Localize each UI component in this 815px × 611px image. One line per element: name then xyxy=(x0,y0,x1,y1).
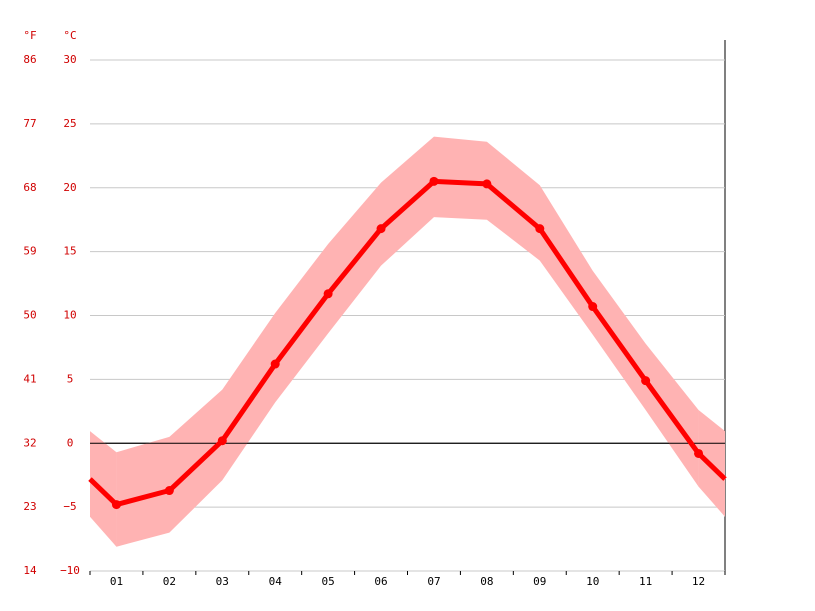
point xyxy=(270,359,280,369)
point xyxy=(588,302,598,312)
y2-tick-label: 68 xyxy=(23,181,36,194)
point xyxy=(217,436,227,446)
y-tick-label: −10 xyxy=(60,564,80,577)
y-tick-label: 0 xyxy=(67,436,74,449)
y2-tick-label: 41 xyxy=(23,372,36,385)
x-tick-label: 04 xyxy=(269,575,283,588)
x-tick-label: 11 xyxy=(639,575,652,588)
y-tick-label: 20 xyxy=(63,181,76,194)
point xyxy=(323,289,333,299)
x-tick-label: 02 xyxy=(163,575,176,588)
point xyxy=(429,176,439,186)
y-tick-label: −5 xyxy=(63,500,76,513)
x-tick-label: 07 xyxy=(427,575,440,588)
x-tick-label: 09 xyxy=(533,575,546,588)
x-tick-label: 10 xyxy=(586,575,599,588)
point xyxy=(641,376,651,386)
x-tick-label: 01 xyxy=(110,575,123,588)
y2-tick-label: 14 xyxy=(23,564,37,577)
x-tick-label: 03 xyxy=(216,575,229,588)
y-tick-label: 10 xyxy=(63,309,76,322)
y-tick-label: 30 xyxy=(63,53,76,66)
line-wrap xyxy=(696,451,727,481)
line-wrap xyxy=(88,477,119,507)
point xyxy=(164,486,174,496)
y-tick-label: 5 xyxy=(67,372,74,385)
y2-tick-label: 23 xyxy=(23,500,36,513)
range-band xyxy=(116,136,699,547)
y2-tick-label: 77 xyxy=(23,117,36,130)
point xyxy=(111,500,121,510)
y-tick-label: 25 xyxy=(63,117,76,130)
x-tick-label: 06 xyxy=(374,575,387,588)
y-axis-label: °C xyxy=(63,29,76,42)
y2-axis-label: °F xyxy=(23,29,36,42)
temperature-line xyxy=(115,178,701,507)
x-tick-label: 12 xyxy=(692,575,705,588)
point xyxy=(694,448,704,458)
x-tick-label: 08 xyxy=(480,575,493,588)
point xyxy=(535,224,545,234)
point xyxy=(376,224,386,234)
x-tick-label: 05 xyxy=(322,575,335,588)
point xyxy=(482,179,492,189)
y2-tick-label: 59 xyxy=(23,245,36,258)
y2-tick-label: 50 xyxy=(23,309,36,322)
y2-tick-label: 32 xyxy=(23,436,36,449)
y2-tick-label: 86 xyxy=(23,53,36,66)
y-tick-label: 15 xyxy=(63,245,76,258)
